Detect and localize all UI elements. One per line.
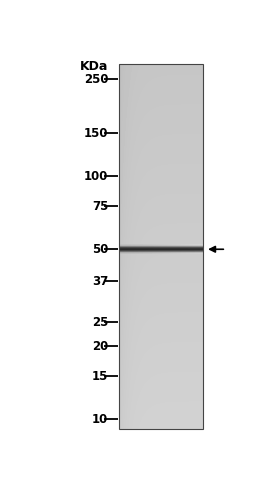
Text: 100: 100 (84, 169, 108, 183)
Text: 25: 25 (92, 316, 108, 329)
Text: 75: 75 (92, 200, 108, 213)
Text: 250: 250 (84, 73, 108, 86)
Text: 50: 50 (92, 243, 108, 256)
Bar (119, 64, 203, 428)
Text: 150: 150 (84, 127, 108, 140)
Text: 15: 15 (92, 370, 108, 383)
Text: KDa: KDa (80, 60, 108, 73)
Text: 10: 10 (92, 413, 108, 426)
Text: 37: 37 (92, 275, 108, 287)
Text: 20: 20 (92, 340, 108, 352)
